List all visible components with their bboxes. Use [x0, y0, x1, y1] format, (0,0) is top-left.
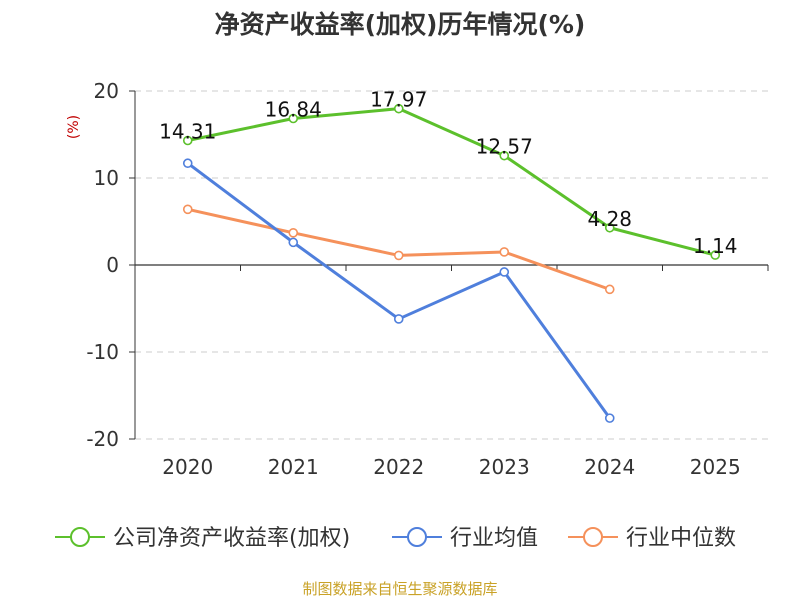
x-tick-label-2021: 2021 [268, 455, 319, 479]
x-tick-label-2020: 2020 [162, 455, 213, 479]
data-point [393, 250, 404, 261]
data-point [499, 247, 510, 257]
data-point [182, 204, 193, 215]
data-point [288, 237, 299, 248]
x-tick-label-2023: 2023 [479, 455, 530, 479]
data-point [499, 267, 510, 277]
y-tick-label: -20 [86, 427, 119, 451]
x-tick-label-2025: 2025 [690, 455, 741, 479]
data-point [499, 150, 510, 161]
legend-label-0: 公司净资产收益率(加权) [113, 526, 350, 551]
y-tick-label: 20 [94, 79, 119, 103]
data-point [182, 135, 193, 146]
data-point [288, 113, 299, 124]
data-label: 12.57 [476, 135, 533, 159]
legend-label-2: 行业中位数 [626, 526, 736, 551]
data-source-note: 制图数据来自恒生聚源数据库 [302, 580, 497, 598]
legend-marker-2 [583, 527, 603, 547]
x-tick-label-2024: 2024 [584, 455, 635, 479]
data-point [393, 314, 404, 324]
y-tick-label: 0 [106, 253, 119, 277]
data-point [604, 284, 615, 295]
series-line-1 [186, 162, 611, 419]
data-label: 4.28 [587, 207, 632, 231]
y-axis-label: (%) [66, 115, 82, 139]
data-label: 1.14 [693, 234, 738, 258]
data-point [710, 250, 721, 260]
legend-marker-1 [407, 527, 427, 547]
data-point [288, 228, 299, 238]
data-point [604, 413, 615, 423]
y-tick-label: 10 [94, 166, 119, 190]
chart-title: 净资产收益率(加权)历年情况(%) [215, 10, 586, 39]
x-tick-label-2022: 2022 [373, 455, 424, 479]
legend-marker-0 [70, 527, 90, 547]
y-tick-label: -10 [86, 340, 119, 364]
data-label: 14.31 [159, 120, 216, 144]
data-label: 17.97 [370, 88, 427, 112]
legend-label-1: 行业均值 [450, 526, 538, 551]
series-line-2 [187, 207, 611, 291]
data-point [182, 158, 193, 169]
data-point [604, 222, 615, 233]
series-line-0 [187, 107, 716, 257]
data-label: 16.84 [265, 97, 322, 121]
data-point [393, 103, 404, 114]
